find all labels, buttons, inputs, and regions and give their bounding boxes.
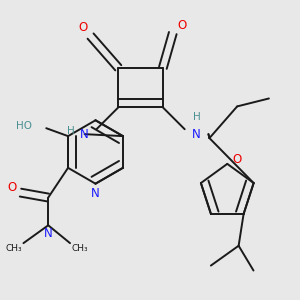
Text: H: H [193,112,200,122]
Text: O: O [7,181,16,194]
Text: HO: HO [16,121,32,131]
Text: CH₃: CH₃ [5,244,22,253]
Text: H: H [67,126,75,136]
Text: CH₃: CH₃ [72,244,88,253]
Text: N: N [80,128,89,141]
Text: O: O [177,19,186,32]
Text: N: N [192,128,201,141]
Text: O: O [78,21,87,34]
Text: O: O [232,153,242,167]
Text: N: N [91,187,100,200]
Text: N: N [44,227,52,240]
